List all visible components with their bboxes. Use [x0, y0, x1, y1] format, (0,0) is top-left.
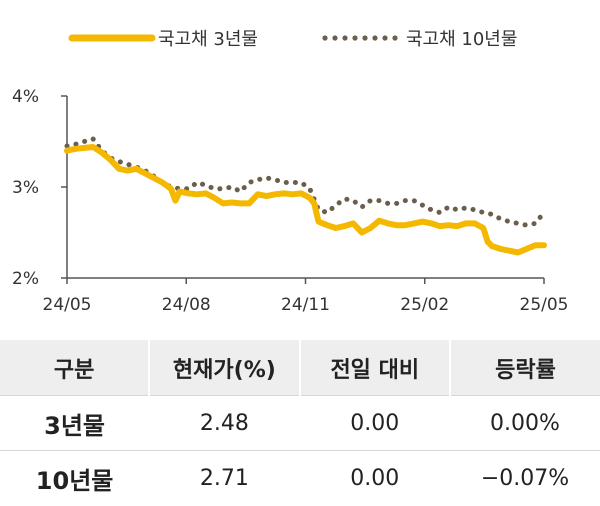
- row-change: 0.00: [300, 396, 450, 451]
- x-tick-label: 24/08: [162, 295, 211, 315]
- legend-label-3y: 국고채 3년물: [158, 29, 258, 50]
- x-tick-label: 25/02: [400, 295, 449, 315]
- y-tick-label: 4%: [12, 87, 39, 107]
- legend-dot: [392, 35, 397, 40]
- row-label: 10년물: [0, 451, 149, 506]
- series-line-3y: [67, 147, 544, 253]
- row-price: 2.48: [149, 396, 299, 451]
- row-label: 3년물: [0, 396, 149, 451]
- x-tick-label: 24/05: [43, 295, 92, 315]
- header-rate: 등락률: [450, 340, 600, 396]
- header-change: 전일 대비: [300, 340, 450, 396]
- y-tick-label: 2%: [12, 269, 39, 289]
- x-ticks: 24/05 24/08 24/11 25/02 25/05: [43, 278, 569, 315]
- table-row: 10년물 2.71 0.00 −0.07%: [0, 451, 600, 506]
- series-line-10y: [67, 139, 544, 225]
- row-rate: −0.07%: [450, 451, 600, 506]
- x-tick-label: 24/11: [281, 295, 330, 315]
- legend: 국고채 3년물 국고채 10년물: [72, 29, 517, 50]
- legend-dot: [382, 35, 387, 40]
- series-layer: [67, 139, 544, 253]
- y-tick-label: 3%: [12, 178, 39, 198]
- row-rate: 0.00%: [450, 396, 600, 451]
- header-category: 구분: [0, 340, 149, 396]
- row-change: 0.00: [300, 451, 450, 506]
- header-price: 현재가(%): [149, 340, 299, 396]
- table-header-row: 구분 현재가(%) 전일 대비 등락률: [0, 340, 600, 396]
- yield-table: 구분 현재가(%) 전일 대비 등락률 3년물 2.48 0.00 0.00% …: [0, 340, 600, 506]
- legend-label-10y: 국고채 10년물: [406, 29, 517, 50]
- legend-dot: [362, 35, 367, 40]
- table-row: 3년물 2.48 0.00 0.00%: [0, 396, 600, 451]
- legend-dot: [322, 35, 327, 40]
- x-tick-label: 25/05: [520, 295, 569, 315]
- legend-dot: [332, 35, 337, 40]
- legend-dot: [342, 35, 347, 40]
- legend-dot: [372, 35, 377, 40]
- legend-dot: [352, 35, 357, 40]
- row-price: 2.71: [149, 451, 299, 506]
- y-ticks: 4% 3% 2%: [12, 87, 67, 289]
- legend-swatch-10y: [322, 35, 397, 40]
